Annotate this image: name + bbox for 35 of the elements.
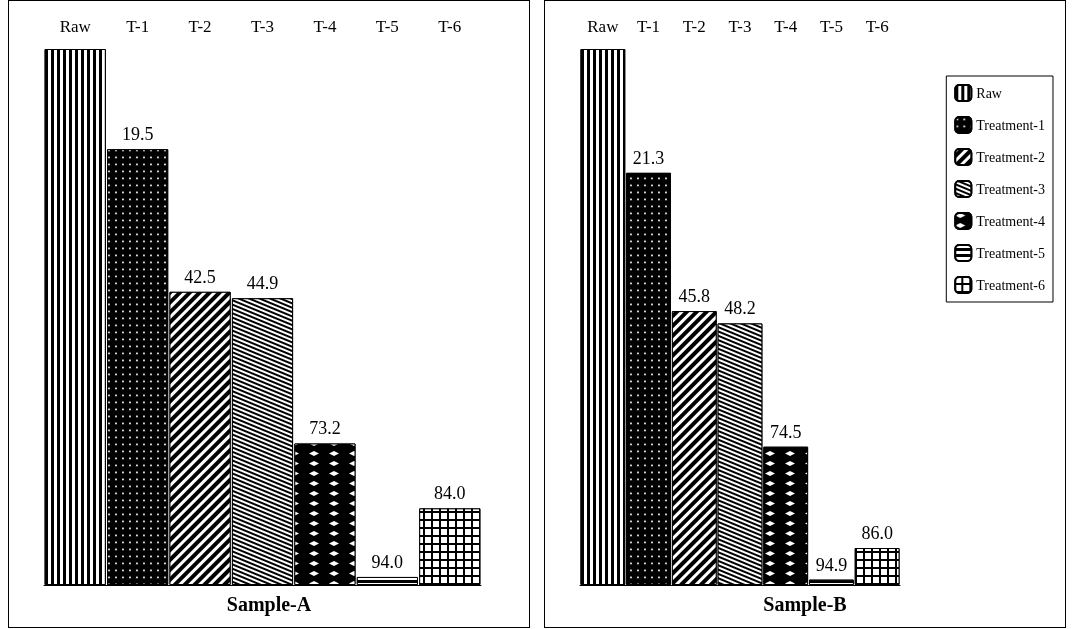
annotation: 21.3: [632, 147, 665, 168]
legend-label: Raw: [976, 85, 1003, 101]
x-tick-label: T-1: [637, 17, 661, 36]
x-tick-label: T-1: [126, 17, 150, 36]
x-tick-label: Raw: [587, 17, 620, 36]
legend-label: Treatment-3: [976, 181, 1046, 197]
annotation: 94.0: [371, 551, 404, 572]
x-tick-label: T-4: [774, 17, 798, 36]
x-tick-label: Raw: [59, 17, 92, 36]
annotation: 42.5: [184, 266, 216, 287]
x-tick-label: T-3: [728, 17, 752, 36]
annotation: 94.9: [815, 554, 848, 575]
x-tick-label: T-6: [865, 17, 889, 36]
annotation: 84.0: [434, 483, 466, 504]
legend-label: Treatment-1: [976, 117, 1046, 133]
x-tick-label: T-3: [251, 17, 274, 36]
annotation: 86.0: [861, 523, 893, 544]
annotation: 48.2: [724, 298, 756, 319]
annotation: 73.2: [309, 418, 341, 439]
annotation: 19.5: [121, 124, 154, 145]
legend-label: Treatment-2: [976, 149, 1046, 165]
x-tick-label: T-4: [313, 17, 337, 36]
annotation: 74.5: [769, 421, 802, 442]
x-tick-label: T-5: [375, 17, 399, 36]
x-tick-label: T-2: [682, 17, 706, 36]
legend-label: Treatment-6: [976, 277, 1046, 293]
x-tick-label: T-5: [819, 17, 843, 36]
legend-label: Treatment-4: [976, 213, 1046, 229]
text: Sample-A: [226, 593, 312, 616]
text: Sample-B: [763, 593, 847, 616]
x-tick-label: T-6: [438, 17, 462, 36]
legend-label: Treatment-5: [976, 245, 1046, 261]
x-tick-label: T-2: [188, 17, 212, 36]
annotation: 44.9: [246, 273, 279, 294]
annotation: 45.8: [678, 286, 711, 307]
